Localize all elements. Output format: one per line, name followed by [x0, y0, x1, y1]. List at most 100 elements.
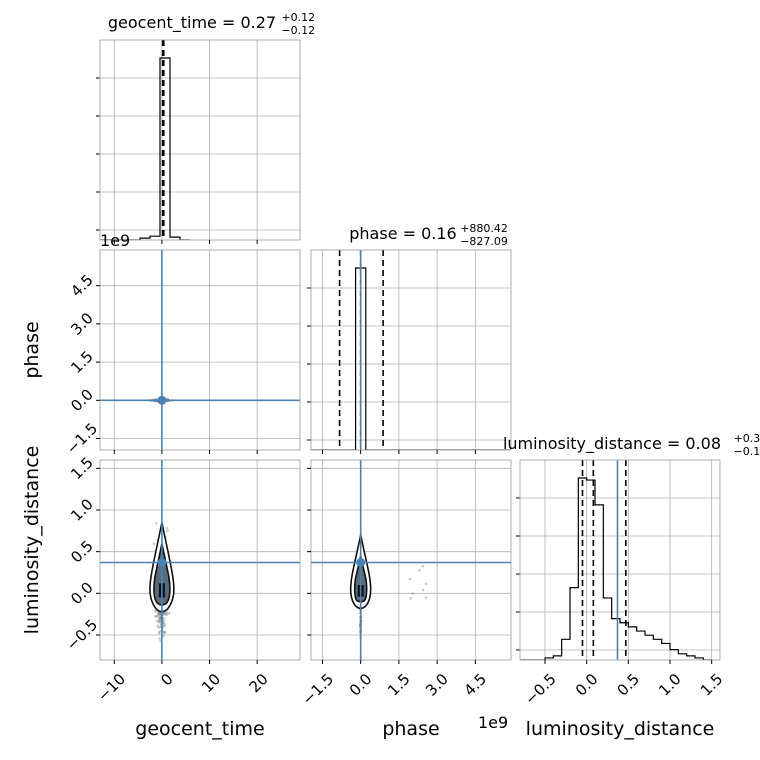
- x-tick-label: 0.0: [572, 670, 602, 700]
- scatter-point: [163, 623, 166, 626]
- panel-21-frame: [310, 459, 512, 661]
- panel-21-grid: [311, 460, 511, 660]
- scatter-point: [154, 609, 157, 613]
- scatter-point: [158, 630, 161, 634]
- y-tick-label: 0.5: [67, 537, 97, 567]
- scatter-point: [165, 611, 169, 615]
- x-tick-label: 1.0: [655, 670, 685, 700]
- x-tick-label: 0: [157, 670, 176, 689]
- offset-label-phase-y: 1e9: [100, 231, 130, 250]
- scatter-point: [408, 577, 412, 581]
- truth-marker: [157, 395, 167, 405]
- scatter-point: [155, 614, 158, 618]
- scatter-point: [158, 637, 161, 640]
- panel-10-frame: [99, 249, 301, 451]
- scatter-point: [165, 613, 168, 617]
- y-axis-label-phase: phase: [21, 321, 43, 378]
- y-tick-label: −0.5: [63, 616, 101, 654]
- scatter-point: [152, 542, 156, 546]
- truth-marker: [157, 558, 167, 567]
- scatter-point: [158, 611, 161, 615]
- x-tick-label: 10: [198, 670, 224, 696]
- scatter-point: [157, 617, 161, 621]
- x-tick-label: 20: [246, 670, 272, 696]
- histogram-geocent_time: [100, 57, 190, 240]
- scatter-point: [156, 624, 160, 628]
- scatter-point: [156, 613, 160, 616]
- y-tick-label: −1.5: [63, 419, 101, 457]
- title-main: phase = 0.16: [349, 224, 456, 243]
- scatter-point: [163, 612, 167, 616]
- scatter-point: [158, 620, 161, 623]
- scatter-point: [158, 613, 161, 616]
- x-tick-label: 3.0: [422, 670, 452, 700]
- scatter-point: [418, 568, 421, 572]
- offset-label-phase-x: 1e9: [478, 713, 508, 732]
- title-geocent_time: geocent_time = 0.27 +0.12−0.12: [108, 11, 315, 37]
- scatter-point: [163, 611, 166, 615]
- title-main: luminosity_distance = 0.08: [503, 434, 721, 454]
- x-tick-label: 0.0: [346, 670, 376, 700]
- title-sup: +0.12: [281, 11, 315, 24]
- scatter-point: [155, 619, 159, 623]
- title-sub: −0.13: [734, 445, 760, 458]
- scatter-point: [159, 625, 162, 629]
- x-tick-label: 0.5: [613, 670, 643, 700]
- y-tick-label: 1.5: [67, 454, 97, 484]
- scatter-point: [163, 612, 167, 615]
- x-tick-label: 1.5: [697, 670, 727, 700]
- scatter-point: [421, 564, 425, 568]
- title-phase: phase = 0.16 +880.42−827.09: [349, 222, 508, 248]
- scatter-point: [159, 612, 162, 615]
- scatter-point: [157, 626, 160, 629]
- scatter-point: [167, 612, 171, 615]
- scatter-point: [162, 617, 166, 620]
- x-axis-label-geocent_time: geocent_time: [135, 718, 264, 740]
- scatter-point: [411, 592, 415, 595]
- y-tick-label: 1.5: [67, 347, 97, 377]
- panel-22-frame: [519, 459, 721, 661]
- title-sup: +880.42: [460, 222, 508, 235]
- panel-00-grid: [96, 40, 300, 240]
- y-tick-label: 3.0: [67, 309, 97, 339]
- x-tick-label: −0.5: [521, 670, 559, 708]
- scatter-point: [163, 631, 167, 634]
- scatter-point: [162, 631, 166, 635]
- scatter-point: [166, 529, 169, 533]
- x-tick-label: −1.5: [299, 670, 337, 708]
- panel-hist-geocent_time: [96, 39, 301, 244]
- scatter-point: [157, 631, 161, 635]
- scatter-point: [159, 612, 162, 616]
- histogram-phase: [311, 267, 511, 450]
- scatter-point: [154, 521, 158, 525]
- scatter-point: [409, 597, 412, 600]
- y-tick-label: 4.5: [67, 271, 97, 301]
- x-tick-label: 4.5: [460, 670, 490, 700]
- x-axis-label-phase: phase: [382, 718, 439, 740]
- scatter-point: [157, 620, 160, 623]
- scatter-point: [157, 614, 160, 618]
- panel-11-grid: [307, 250, 511, 450]
- title-sup: +0.39: [734, 432, 760, 445]
- scatter-point: [158, 616, 161, 619]
- panel-phase-vs-geocent_time: −1.50.0 1.5 3.0 4.5: [63, 249, 301, 458]
- scatter-point: [154, 614, 157, 618]
- panel-luminosity_distance-vs-geocent_time: −10 0 10 20 −0.5 0.0 0.5 1.0 1.5: [63, 454, 301, 705]
- scatter-point: [162, 620, 166, 623]
- histogram-luminosity_distance: [520, 477, 712, 660]
- panel-00-frame: [99, 39, 301, 241]
- scatter-point: [165, 526, 169, 530]
- panel-10-grid: [100, 250, 300, 450]
- panel-hist-luminosity_distance: −0.5 0.0 0.5 1.0 1.5: [516, 459, 727, 709]
- x-tick-label: −10: [94, 670, 129, 705]
- scatter-point: [158, 619, 162, 623]
- y-tick-label: 0.0: [67, 579, 97, 609]
- panel-20-grid: [100, 460, 300, 660]
- scatter-point: [163, 624, 166, 628]
- y-tick-label: 0.0: [67, 386, 97, 416]
- panel-hist-phase: [307, 249, 512, 454]
- truth-marker: [356, 558, 366, 567]
- scatter-point: [424, 596, 428, 599]
- panel-luminosity_distance-vs-phase: −1.5 0.0 1.5 3.0 4.5: [299, 459, 512, 709]
- x-axis-label-luminosity_distance: luminosity_distance: [526, 718, 715, 740]
